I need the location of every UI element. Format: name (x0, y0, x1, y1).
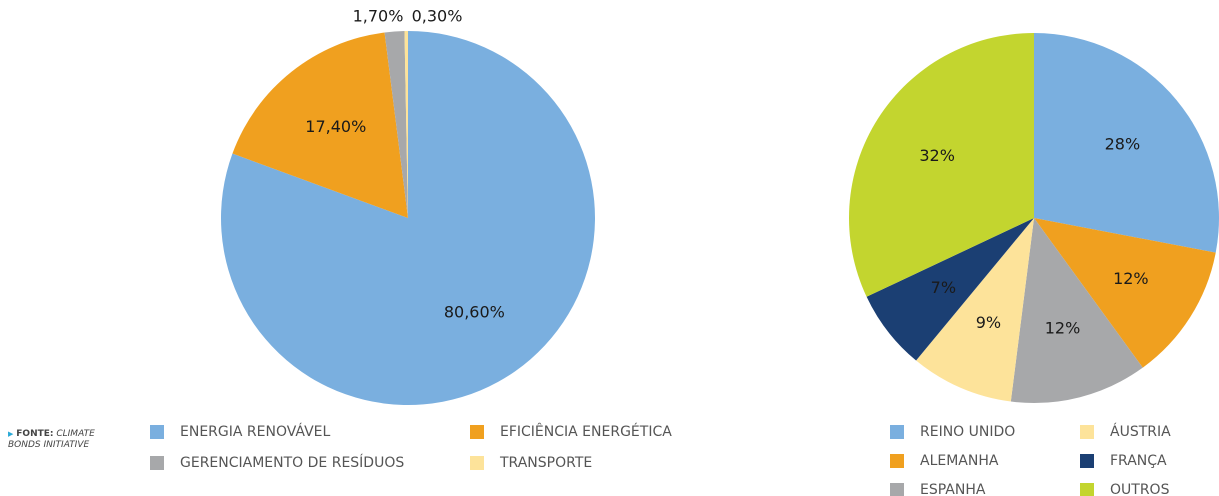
legend-label: GERENCIAMENTO DE RESÍDUOS (180, 454, 404, 471)
legend-label: OUTROS (1110, 482, 1170, 496)
source-text: CLIMATE BONDS INITIATIVE (8, 429, 95, 450)
legend-swatch (1080, 425, 1094, 439)
legend-label: REINO UNIDO (920, 424, 1015, 440)
legend-swatch (1080, 454, 1094, 468)
data-label: 9% (976, 313, 1001, 332)
data-label: 17,40% (305, 117, 366, 136)
pie-slice (384, 31, 408, 219)
data-label: 12% (1045, 319, 1081, 338)
data-label: 0,30% (412, 7, 463, 26)
legend-swatch (470, 425, 484, 439)
pie-slice (916, 218, 1034, 402)
legend-label: ESPANHA (920, 482, 986, 496)
legend-swatch (890, 425, 904, 439)
legend-swatch (890, 454, 904, 468)
legend-swatch (150, 425, 164, 439)
pie-slice (232, 32, 408, 219)
pie-slice (220, 31, 595, 405)
legend-swatch (890, 483, 904, 496)
legend-label: ENERGIA RENOVÁVEL (180, 423, 331, 440)
pie-slice (1010, 218, 1143, 403)
pie-slice (849, 33, 1034, 297)
legend-swatch (150, 456, 164, 470)
data-label: 32% (919, 146, 955, 165)
data-label: 7% (931, 278, 956, 297)
pie-slice (404, 31, 408, 218)
pie-slice (866, 218, 1034, 361)
data-label: 28% (1105, 134, 1141, 153)
pie-slice (1034, 33, 1219, 253)
legend-label: EFICIÊNCIA ENERGÉTICA (500, 422, 672, 440)
legend-swatch (1080, 483, 1094, 496)
legend-label: ALEMANHA (920, 453, 999, 469)
data-label: 12% (1113, 269, 1149, 288)
data-label: 80,60% (444, 303, 505, 322)
legend-label: ÁUSTRIA (1110, 423, 1171, 440)
source-note: ▶ FONTE: CLIMATE BONDS INITIATIVE (8, 429, 95, 450)
source-label: FONTE: (16, 429, 54, 439)
legend-label: TRANSPORTE (499, 455, 592, 471)
legend-label: FRANÇA (1110, 453, 1167, 469)
pie-slice (1034, 218, 1216, 368)
legend-swatch (470, 456, 484, 470)
data-label: 1,70% (353, 7, 404, 26)
